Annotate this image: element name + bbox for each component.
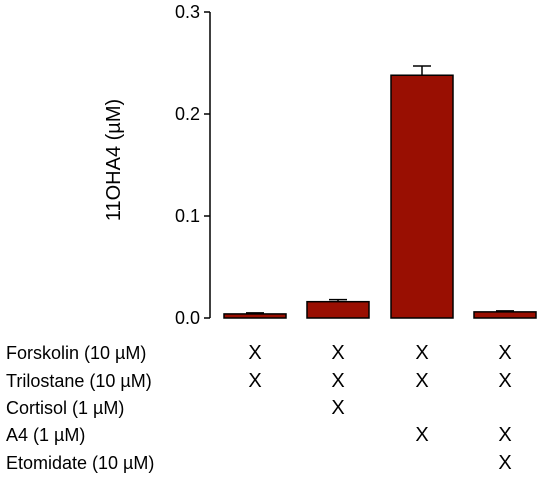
condition-mark: X bbox=[498, 370, 511, 392]
y-tick-label: 0.2 bbox=[175, 104, 200, 124]
y-axis-title: 11OHA4 (µM) bbox=[103, 99, 125, 221]
bar-2 bbox=[306, 300, 370, 319]
condition-label: Trilostane (10 µM) bbox=[6, 371, 152, 391]
bar-1 bbox=[223, 313, 287, 319]
condition-mark: X bbox=[415, 370, 428, 392]
condition-mark: X bbox=[248, 370, 261, 392]
condition-mark: X bbox=[498, 452, 511, 474]
condition-label: Cortisol (1 µM) bbox=[6, 398, 124, 418]
condition-mark: X bbox=[331, 370, 344, 392]
bar-4 bbox=[473, 311, 537, 319]
condition-mark: X bbox=[498, 342, 511, 364]
condition-mark: X bbox=[415, 342, 428, 364]
condition-mark: X bbox=[331, 342, 344, 364]
condition-mark: X bbox=[415, 424, 428, 446]
condition-label: Etomidate (10 µM) bbox=[6, 453, 154, 473]
condition-mark: X bbox=[331, 397, 344, 419]
y-tick-label: 0.3 bbox=[175, 2, 200, 22]
condition-label: Forskolin (10 µM) bbox=[6, 343, 146, 363]
condition-label: A4 (1 µM) bbox=[6, 425, 85, 445]
condition-mark: X bbox=[498, 424, 511, 446]
condition-mark: X bbox=[248, 342, 261, 364]
y-tick-label: 0.0 bbox=[175, 308, 200, 328]
bar-3 bbox=[390, 74, 454, 319]
y-tick-label: 0.1 bbox=[175, 206, 200, 226]
